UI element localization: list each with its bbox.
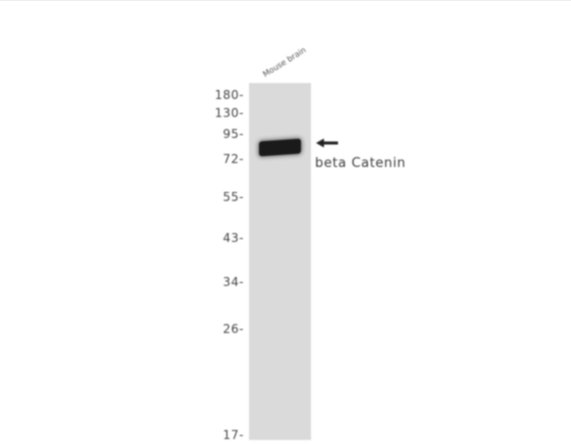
gel-lane	[249, 83, 311, 440]
marker-34: 34-	[222, 275, 244, 289]
protein-band	[259, 138, 301, 157]
left-arrow-icon	[316, 138, 338, 148]
marker-130: 130-	[214, 106, 244, 120]
marker-180: 180-	[214, 88, 244, 102]
marker-43: 43-	[222, 231, 244, 245]
marker-95: 95-	[222, 127, 244, 141]
protein-label: beta Catenin	[315, 156, 406, 171]
sample-label: Mouse brain	[261, 45, 308, 79]
marker-26: 26-	[222, 322, 244, 336]
marker-17: 17-	[222, 428, 244, 442]
marker-55: 55-	[222, 190, 244, 204]
top-border-line	[0, 0, 571, 1]
marker-72: 72-	[222, 152, 244, 166]
